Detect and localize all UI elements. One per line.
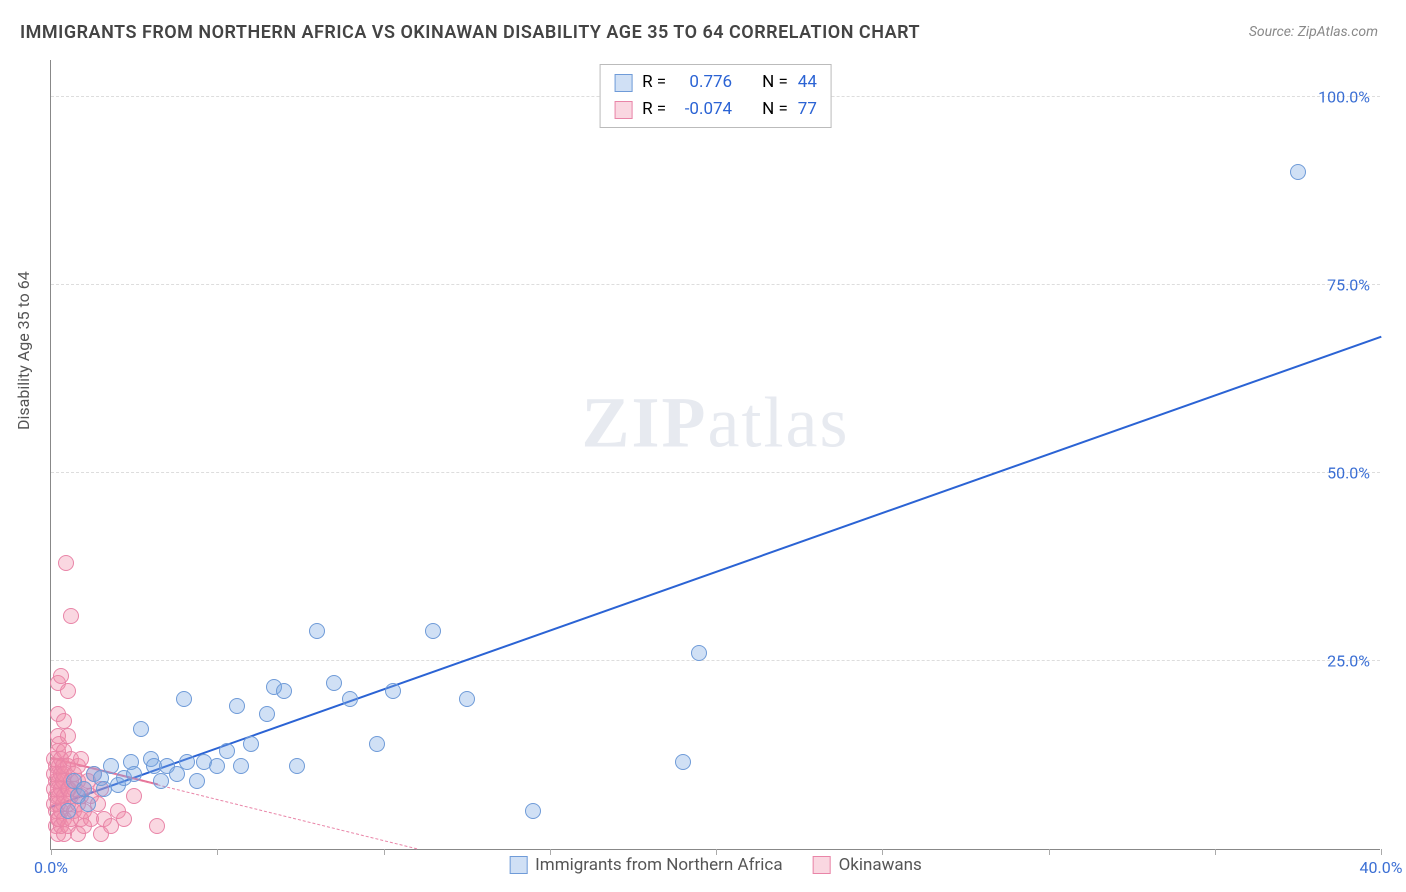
data-point	[63, 608, 79, 624]
data-point	[675, 754, 691, 770]
data-point	[342, 691, 358, 707]
data-point	[73, 751, 89, 767]
data-point	[425, 623, 441, 639]
chart-title: IMMIGRANTS FROM NORTHERN AFRICA VS OKINA…	[20, 22, 920, 43]
legend-row-series-2: R = -0.074 N = 77	[614, 96, 817, 123]
legend-swatch-blue	[614, 74, 632, 92]
r-label: R =	[642, 69, 666, 96]
data-point	[459, 691, 475, 707]
data-point	[60, 803, 76, 819]
legend-swatch-blue	[509, 856, 527, 874]
x-tick	[1049, 849, 1050, 855]
data-point	[149, 818, 165, 834]
data-point	[259, 706, 275, 722]
source-label: Source:	[1249, 24, 1298, 40]
gridline-horizontal	[51, 284, 1380, 285]
y-tick-label: 25.0%	[1290, 651, 1370, 670]
data-point	[385, 683, 401, 699]
data-point	[525, 803, 541, 819]
data-point	[126, 766, 142, 782]
legend-item-series-2: Okinawans	[813, 855, 922, 875]
x-tick	[384, 849, 385, 855]
x-tick-label: 0.0%	[34, 858, 68, 877]
data-point	[243, 736, 259, 752]
legend-swatch-pink	[813, 856, 831, 874]
x-tick	[51, 849, 52, 855]
data-point	[80, 796, 96, 812]
data-point	[176, 691, 192, 707]
x-tick	[1381, 849, 1382, 855]
source-attribution: Source: ZipAtlas.com	[1249, 24, 1378, 40]
data-point	[189, 773, 205, 789]
data-point	[60, 728, 76, 744]
n-label: N =	[762, 69, 788, 96]
watermark-zip: ZIP	[582, 382, 708, 462]
data-point	[219, 743, 235, 759]
y-tick-label: 100.0%	[1290, 87, 1370, 106]
r-label: R =	[642, 96, 666, 123]
data-point	[56, 713, 72, 729]
data-point	[276, 683, 292, 699]
data-point	[153, 773, 169, 789]
r-value-1: 0.776	[676, 69, 732, 96]
data-point	[53, 668, 69, 684]
data-point	[179, 754, 195, 770]
y-axis-title: Disability Age 35 to 64	[14, 271, 33, 430]
legend-label-1: Immigrants from Northern Africa	[535, 855, 782, 875]
x-tick	[1215, 849, 1216, 855]
n-value-2: 77	[798, 96, 817, 123]
data-point	[126, 788, 142, 804]
legend-item-series-1: Immigrants from Northern Africa	[509, 855, 782, 875]
data-point	[1290, 164, 1306, 180]
x-tick	[217, 849, 218, 855]
series-legend: Immigrants from Northern Africa Okinawan…	[509, 855, 922, 875]
data-point	[326, 675, 342, 691]
gridline-horizontal	[51, 660, 1380, 661]
data-point	[103, 758, 119, 774]
source-name: ZipAtlas.com	[1298, 24, 1378, 40]
y-tick-label: 75.0%	[1290, 275, 1370, 294]
data-point	[116, 811, 132, 827]
r-value-2: -0.074	[676, 96, 732, 123]
data-point	[233, 758, 249, 774]
data-point	[133, 721, 149, 737]
data-point	[76, 781, 92, 797]
data-point	[209, 758, 225, 774]
watermark-atlas: atlas	[708, 382, 850, 462]
data-point	[691, 645, 707, 661]
n-label: N =	[762, 96, 788, 123]
data-point	[229, 698, 245, 714]
data-point	[369, 736, 385, 752]
gridline-horizontal	[51, 472, 1380, 473]
watermark: ZIPatlas	[582, 381, 850, 464]
n-value-1: 44	[798, 69, 817, 96]
data-point	[60, 683, 76, 699]
legend-row-series-1: R = 0.776 N = 44	[614, 69, 817, 96]
data-point	[309, 623, 325, 639]
legend-swatch-pink	[614, 101, 632, 119]
legend-label-2: Okinawans	[839, 855, 922, 875]
scatter-plot-area: ZIPatlas R = 0.776 N = 44 R = -0.074 N =…	[50, 60, 1380, 850]
x-tick-label: 40.0%	[1360, 858, 1403, 877]
data-point	[289, 758, 305, 774]
correlation-legend: R = 0.776 N = 44 R = -0.074 N = 77	[599, 64, 832, 128]
data-point	[58, 555, 74, 571]
y-tick-label: 50.0%	[1290, 463, 1370, 482]
